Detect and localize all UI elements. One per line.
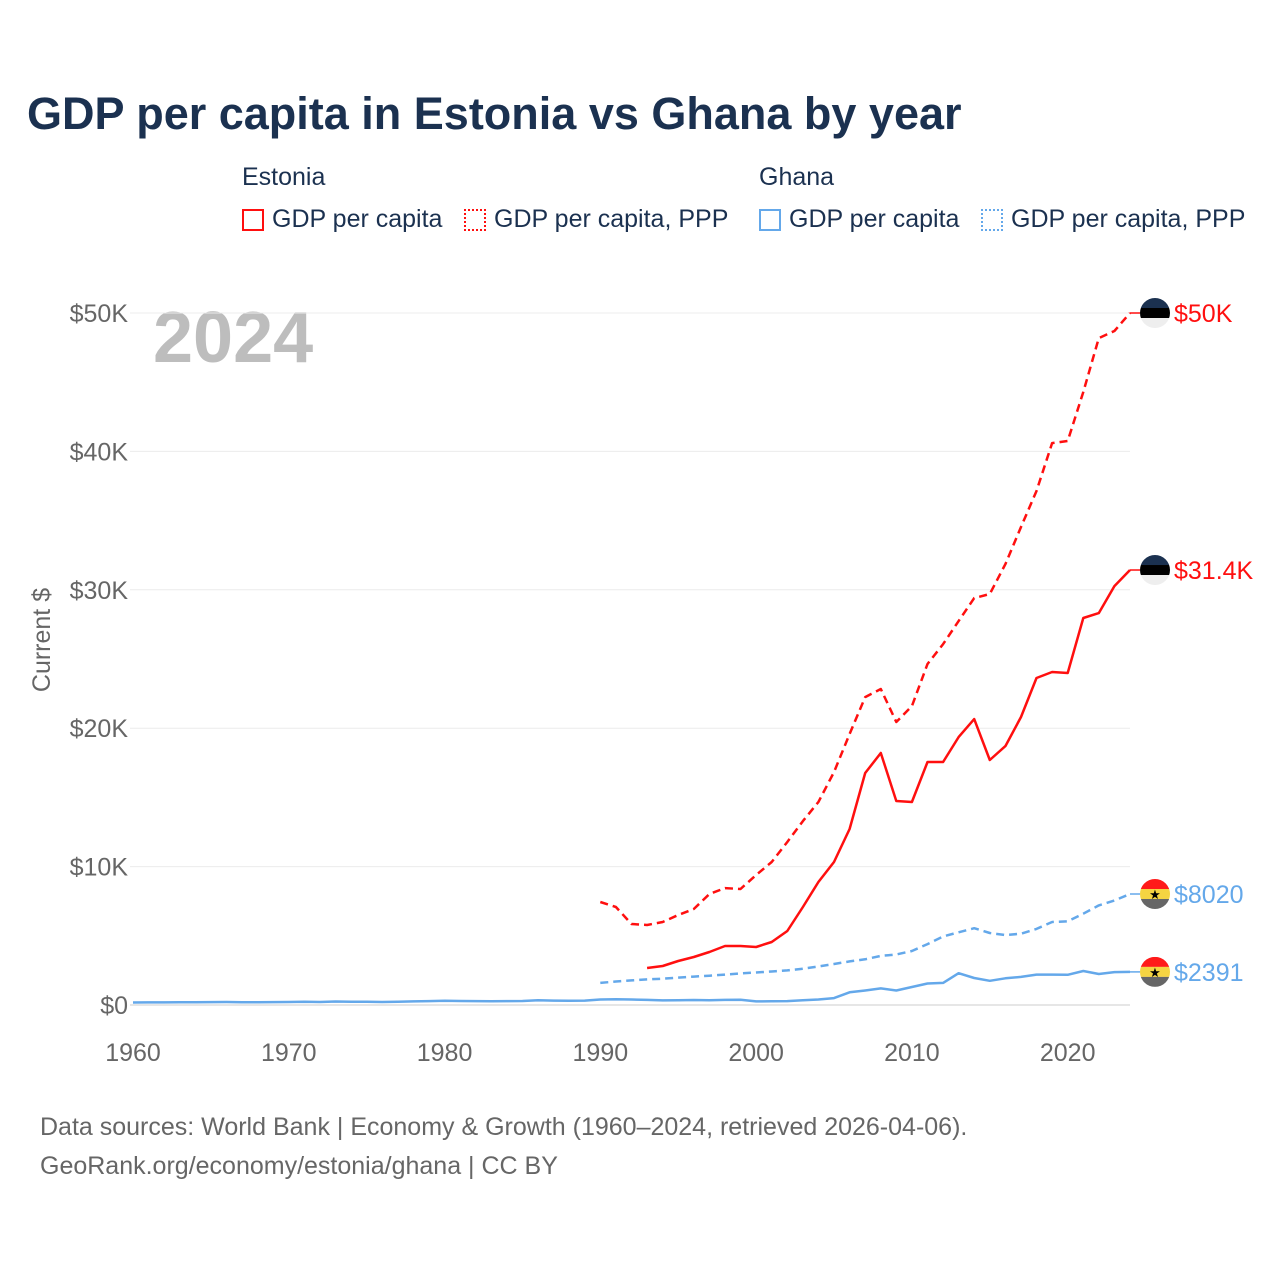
- estonia-flag-icon: [1140, 555, 1170, 586]
- flag-stripe: [1140, 879, 1170, 890]
- legend-swatch-solid: [759, 208, 781, 231]
- flag-stripe: [1140, 318, 1170, 328]
- legend-item-estonia-ppp[interactable]: GDP per capita, PPP: [464, 205, 728, 234]
- flag-stripe: [1140, 889, 1170, 900]
- legend-group-estonia: Estonia: [242, 163, 326, 191]
- legend-item-ghana-ppp[interactable]: GDP per capita, PPP: [981, 205, 1245, 234]
- estonia-flag-icon: [1140, 298, 1170, 328]
- legend-label: GDP per capita: [789, 205, 960, 233]
- y-tick-label: $50K: [70, 300, 129, 328]
- series-line-estonia-gdp-per-capita: [646, 569, 1131, 970]
- chart-title: GDP per capita in Estonia vs Ghana by ye…: [27, 88, 962, 139]
- flag-stripe: [1140, 308, 1170, 318]
- legend-label: GDP per capita, PPP: [1011, 205, 1246, 233]
- x-tick-label: 2010: [884, 1039, 940, 1067]
- x-tick-label: 1980: [417, 1039, 473, 1067]
- end-value-label: $2391: [1174, 959, 1244, 987]
- flag-stripe: [1140, 555, 1170, 566]
- year-watermark: 2024: [153, 298, 313, 378]
- x-tick-label: 2020: [1040, 1039, 1096, 1067]
- y-tick-label: $0: [100, 992, 128, 1020]
- source-line-2[interactable]: GeoRank.org/economy/estonia/ghana | CC B…: [40, 1152, 558, 1180]
- legend-item-estonia-gdp[interactable]: GDP per capita: [242, 205, 442, 234]
- star-icon: ★: [1149, 888, 1161, 903]
- y-axis-label: Current $: [28, 588, 56, 692]
- end-value-label: $31.4K: [1174, 557, 1254, 585]
- ghana-flag-icon: ★: [1140, 879, 1170, 910]
- legend-label: GDP per capita, PPP: [494, 205, 729, 233]
- ghana-flag-icon: ★: [1140, 956, 1170, 987]
- y-tick-label: $10K: [70, 854, 129, 882]
- flag-stripe: [1140, 565, 1170, 576]
- end-value-label: $8020: [1174, 881, 1244, 909]
- flag-stripe: [1140, 966, 1170, 977]
- flag-stripe: [1140, 298, 1170, 308]
- star-icon: ★: [1149, 966, 1161, 981]
- legend-swatch-dotted: [464, 208, 486, 231]
- legend-group-ghana: Ghana: [759, 163, 835, 191]
- legend-label: GDP per capita: [272, 205, 443, 233]
- flag-stripe: [1140, 575, 1170, 586]
- x-tick-label: 2000: [728, 1039, 784, 1067]
- series-line-ghana-gdp-per-capita: [132, 969, 1131, 1004]
- series-line-ghana-gdp-per-capita-ppp: [600, 892, 1131, 985]
- y-tick-label: $30K: [70, 577, 129, 605]
- y-tick-label: $40K: [70, 438, 129, 466]
- x-tick-label: 1990: [573, 1039, 629, 1067]
- y-tick-label: $20K: [70, 715, 129, 743]
- legend-item-ghana-gdp[interactable]: GDP per capita: [759, 205, 959, 234]
- flag-stripe: [1140, 899, 1170, 910]
- flag-stripe: [1140, 976, 1170, 987]
- source-line-1: Data sources: World Bank | Economy & Gro…: [40, 1113, 968, 1141]
- legend-swatch-solid: [242, 208, 264, 231]
- source-note: Data sources: World Bank | Economy & Gro…: [40, 1108, 967, 1186]
- series-line-estonia-gdp-per-capita-ppp: [599, 312, 1131, 927]
- legend-swatch-dotted: [981, 208, 1003, 231]
- flag-stripe: [1140, 956, 1170, 967]
- x-tick-label: 1960: [105, 1039, 161, 1067]
- x-tick-label: 1970: [261, 1039, 317, 1067]
- end-value-label: $50K: [1174, 300, 1233, 328]
